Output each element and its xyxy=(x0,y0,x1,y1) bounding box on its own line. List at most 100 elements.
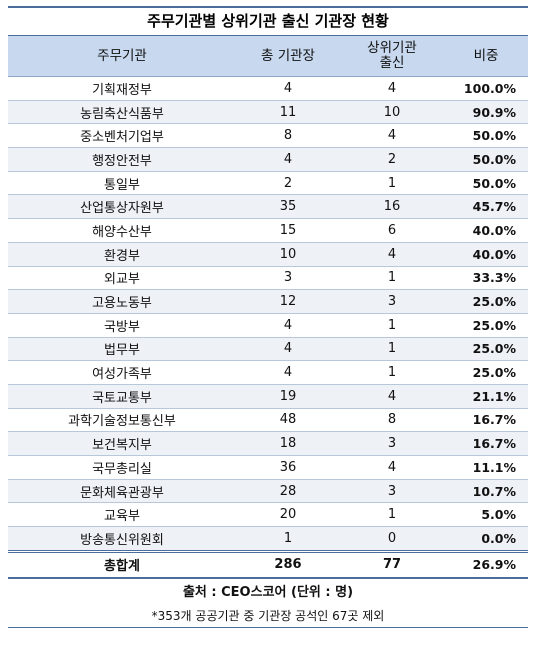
header-ministry: 주무기관 xyxy=(8,36,236,77)
total-label: 총합계 xyxy=(8,549,236,579)
table-row: 법무부 4 1 25.0% xyxy=(8,337,528,362)
cell-total: 1 xyxy=(236,526,340,552)
header-upper: 상위기관 출신 xyxy=(340,36,444,77)
table-row: 국방부 4 1 25.0% xyxy=(8,313,528,338)
cell-ratio: 21.1% xyxy=(444,384,528,409)
cell-ratio: 25.0% xyxy=(444,289,528,314)
cell-total: 48 xyxy=(236,408,340,433)
cell-total: 36 xyxy=(236,455,340,480)
cell-upper: 10 xyxy=(340,100,444,125)
cell-total: 10 xyxy=(236,242,340,267)
table-row: 고용노동부 12 3 25.0% xyxy=(8,289,528,314)
cell-ratio: 25.0% xyxy=(444,313,528,338)
cell-ministry: 보건복지부 xyxy=(8,431,236,456)
source-line: 출처 : CEO스코어 (단위 : 명) xyxy=(182,584,354,600)
cell-ministry: 고용노동부 xyxy=(8,289,236,314)
cell-upper: 3 xyxy=(340,431,444,456)
cell-upper: 1 xyxy=(340,360,444,385)
total-upper: 77 xyxy=(340,549,444,579)
cell-ratio: 50.0% xyxy=(444,123,528,149)
cell-ratio: 16.7% xyxy=(444,431,528,456)
table-row: 중소벤처기업부 8 4 50.0% xyxy=(8,123,528,149)
cell-ministry: 과학기술정보통신부 xyxy=(8,408,236,433)
cell-ratio: 10.7% xyxy=(444,479,528,504)
cell-ratio: 45.7% xyxy=(444,194,528,220)
table-row: 보건복지부 18 3 16.7% xyxy=(8,431,528,456)
cell-total: 3 xyxy=(236,266,340,291)
cell-ratio: 11.1% xyxy=(444,455,528,480)
cell-ratio: 33.3% xyxy=(444,266,528,291)
table-row: 국무총리실 36 4 11.1% xyxy=(8,455,528,480)
cell-ministry: 행정안전부 xyxy=(8,147,236,172)
table-row: 과학기술정보통신부 48 8 16.7% xyxy=(8,408,528,433)
cell-upper: 1 xyxy=(340,337,444,362)
cell-ministry: 기획재정부 xyxy=(8,76,236,101)
cell-upper: 8 xyxy=(340,408,444,433)
header-upper-line2: 출신 xyxy=(379,55,405,71)
table-row: 방송통신위원회 1 0 0.0% xyxy=(8,526,528,552)
cell-ministry: 농림축산식품부 xyxy=(8,100,236,125)
table-row: 교육부 20 1 5.0% xyxy=(8,502,528,528)
cell-ministry: 해양수산부 xyxy=(8,218,236,243)
cell-upper: 1 xyxy=(340,171,444,196)
header-total: 총 기관장 xyxy=(236,36,340,77)
cell-ratio: 100.0% xyxy=(444,76,528,101)
cell-ministry: 국방부 xyxy=(8,313,236,338)
header-ratio: 비중 xyxy=(444,36,528,77)
table-row: 해양수산부 15 6 40.0% xyxy=(8,218,528,243)
cell-total: 15 xyxy=(236,218,340,243)
cell-upper: 4 xyxy=(340,242,444,267)
cell-ministry: 중소벤처기업부 xyxy=(8,123,236,149)
cell-ratio: 5.0% xyxy=(444,502,528,528)
cell-upper: 3 xyxy=(340,289,444,314)
table-row: 농림축산식품부 11 10 90.9% xyxy=(8,100,528,125)
cell-ministry: 국무총리실 xyxy=(8,455,236,480)
cell-upper: 6 xyxy=(340,218,444,243)
header-upper-line1: 상위기관 xyxy=(367,40,417,56)
cell-ratio: 0.0% xyxy=(444,526,528,552)
cell-total: 18 xyxy=(236,431,340,456)
cell-total: 11 xyxy=(236,100,340,125)
total-row: 총합계 286 77 26.9% xyxy=(8,549,528,579)
cell-ministry: 여성가족부 xyxy=(8,360,236,385)
cell-total: 4 xyxy=(236,313,340,338)
cell-total: 4 xyxy=(236,337,340,362)
table-row: 환경부 10 4 40.0% xyxy=(8,242,528,267)
cell-ratio: 50.0% xyxy=(444,147,528,172)
cell-ratio: 40.0% xyxy=(444,242,528,267)
cell-ministry: 외교부 xyxy=(8,266,236,291)
cell-total: 2 xyxy=(236,171,340,196)
table-title: 주무기관별 상위기관 출신 기관장 현황 xyxy=(8,6,528,36)
cell-ministry: 교육부 xyxy=(8,502,236,528)
table-body: 기획재정부 4 4 100.0% 농림축산식품부 11 10 90.9% 중소벤처기업부 8 4 50… xyxy=(8,76,528,552)
table-figure: 주무기관별 상위기관 출신 기관장 현황 주무기관 총 기관장 상위기관 출신 … xyxy=(8,6,528,628)
cell-ministry: 국토교통부 xyxy=(8,384,236,409)
table-row: 통일부 2 1 50.0% xyxy=(8,171,528,196)
cell-upper: 4 xyxy=(340,384,444,409)
cell-upper: 16 xyxy=(340,194,444,220)
cell-total: 12 xyxy=(236,289,340,314)
cell-ministry: 환경부 xyxy=(8,242,236,267)
cell-total: 28 xyxy=(236,479,340,504)
ministry-table: 주무기관 총 기관장 상위기관 출신 비중 기획재정부 4 4 100.0% 농림축산식… xyxy=(8,36,528,579)
header-row: 주무기관 총 기관장 상위기관 출신 비중 xyxy=(8,36,528,77)
cell-total: 8 xyxy=(236,123,340,149)
cell-ministry: 방송통신위원회 xyxy=(8,526,236,552)
footnote: *353개 공공기관 중 기관장 공석인 67곳 제외 xyxy=(8,605,528,628)
cell-upper: 4 xyxy=(340,455,444,480)
cell-ratio: 25.0% xyxy=(444,360,528,385)
cell-ratio: 25.0% xyxy=(444,337,528,362)
total-ratio: 26.9% xyxy=(444,549,528,579)
cell-total: 4 xyxy=(236,147,340,172)
cell-upper: 0 xyxy=(340,526,444,552)
cell-ministry: 산업통상자원부 xyxy=(8,194,236,220)
table-row: 문화체육관광부 28 3 10.7% xyxy=(8,479,528,504)
cell-total: 19 xyxy=(236,384,340,409)
table-row: 외교부 3 1 33.3% xyxy=(8,266,528,291)
cell-upper: 1 xyxy=(340,502,444,528)
cell-total: 4 xyxy=(236,76,340,101)
cell-ministry: 법무부 xyxy=(8,337,236,362)
cell-total: 4 xyxy=(236,360,340,385)
table-row: 산업통상자원부 35 16 45.7% xyxy=(8,194,528,220)
table-row: 행정안전부 4 2 50.0% xyxy=(8,147,528,172)
